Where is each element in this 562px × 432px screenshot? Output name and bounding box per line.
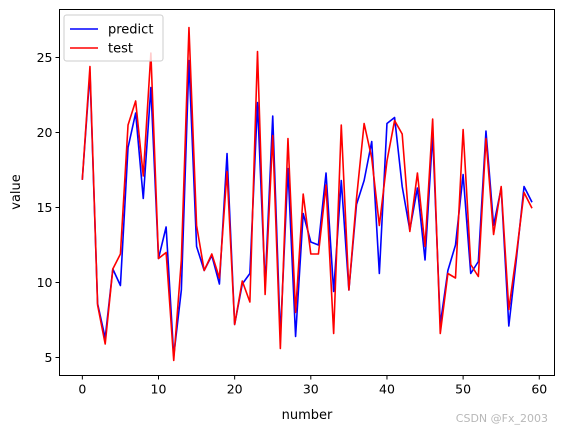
x-tick-label: 50 xyxy=(455,382,471,397)
series-layer xyxy=(81,26,533,362)
legend: predict test xyxy=(63,14,164,62)
legend-label-test: test xyxy=(108,42,133,57)
y-tick-label: 10 xyxy=(37,275,53,290)
plot-frame xyxy=(59,9,555,376)
y-tick-label: 20 xyxy=(37,125,53,140)
x-tick-label: 20 xyxy=(227,382,243,397)
watermark: CSDN @Fx_2003 xyxy=(455,412,548,425)
x-tick-label: 30 xyxy=(303,382,319,397)
x-tick-label: 10 xyxy=(151,382,167,397)
x-tick-label: 0 xyxy=(78,382,86,397)
x-tick-label: 60 xyxy=(531,382,547,397)
y-axis-ticks: 5 10 15 20 25 xyxy=(37,50,60,365)
axes-spines xyxy=(59,9,555,376)
plot-area xyxy=(59,9,555,376)
x-axis-ticks: 0 10 20 30 40 50 60 xyxy=(78,375,547,397)
legend-box xyxy=(63,14,164,62)
y-tick-label: 5 xyxy=(45,350,53,365)
y-tick-label: 15 xyxy=(37,200,53,215)
series-line-test xyxy=(81,26,533,362)
x-axis-label: number xyxy=(282,408,333,423)
y-tick-label: 25 xyxy=(37,50,53,65)
legend-label-predict: predict xyxy=(108,23,153,38)
y-axis-label: value xyxy=(9,174,24,210)
x-tick-label: 40 xyxy=(379,382,395,397)
